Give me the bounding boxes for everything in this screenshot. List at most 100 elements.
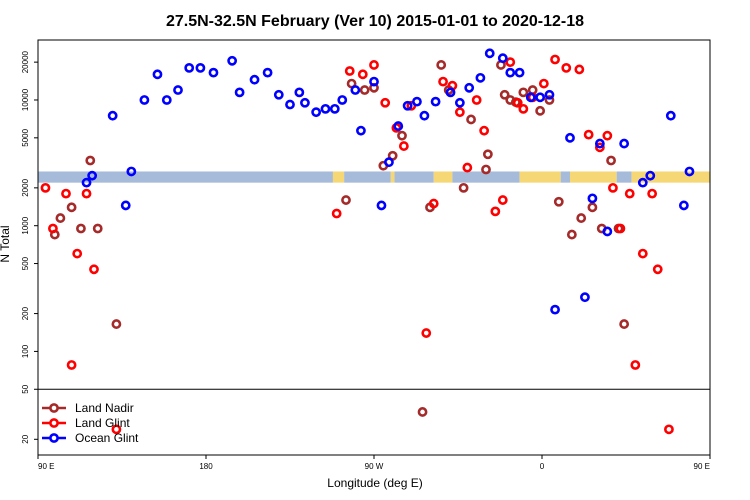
data-point bbox=[380, 97, 391, 108]
data-point bbox=[574, 64, 585, 75]
data-point bbox=[606, 155, 616, 166]
data-point bbox=[359, 85, 370, 95]
data-point bbox=[482, 149, 493, 160]
data-point bbox=[81, 188, 92, 199]
data-point bbox=[262, 67, 273, 78]
y-tick-label: 20 bbox=[21, 434, 30, 443]
data-point bbox=[615, 223, 626, 234]
data-point bbox=[139, 95, 150, 105]
band-land bbox=[631, 171, 710, 183]
data-point bbox=[544, 89, 555, 100]
data-point bbox=[393, 121, 404, 131]
data-point bbox=[152, 69, 163, 80]
series-land-nadir bbox=[49, 60, 630, 417]
data-point bbox=[553, 196, 564, 207]
data-point bbox=[647, 188, 658, 199]
y-tick-label: 50 bbox=[21, 384, 30, 393]
data-point bbox=[580, 292, 590, 303]
data-point bbox=[525, 92, 536, 103]
data-point bbox=[384, 157, 394, 168]
band-land bbox=[433, 171, 453, 183]
data-point bbox=[337, 95, 348, 105]
data-point bbox=[369, 60, 379, 70]
y-axis: 20 50 100 200 500 1000 2000 5000 10000 20000 bbox=[21, 50, 38, 444]
data-point bbox=[608, 182, 618, 193]
data-point bbox=[376, 200, 387, 211]
data-point bbox=[565, 132, 575, 143]
band-ocean bbox=[394, 171, 434, 183]
data-point bbox=[535, 105, 546, 116]
data-point bbox=[249, 74, 260, 85]
y-axis-label: N Total bbox=[0, 225, 12, 262]
data-point bbox=[464, 82, 475, 93]
y-tick-label: 200 bbox=[21, 306, 30, 320]
data-point bbox=[369, 76, 379, 87]
band-land bbox=[332, 171, 345, 183]
data-point bbox=[436, 60, 447, 70]
data-point bbox=[576, 213, 587, 223]
data-point bbox=[300, 97, 310, 108]
data-point bbox=[357, 69, 368, 80]
data-point bbox=[40, 182, 51, 193]
data-point bbox=[111, 424, 122, 435]
data-point bbox=[344, 66, 355, 76]
data-point bbox=[479, 125, 490, 136]
data-point bbox=[664, 424, 674, 435]
data-point bbox=[329, 103, 340, 114]
data-point bbox=[471, 95, 482, 105]
x-tick-label: 90 E bbox=[38, 462, 54, 471]
data-point bbox=[417, 407, 428, 417]
y-tick-label: 20000 bbox=[21, 50, 30, 73]
data-point bbox=[92, 223, 103, 234]
data-point bbox=[550, 304, 560, 315]
y-tick-label: 5000 bbox=[21, 128, 30, 146]
data-point bbox=[87, 170, 98, 181]
data-point bbox=[421, 328, 432, 338]
data-point bbox=[445, 87, 456, 98]
plot-frame bbox=[37, 39, 711, 456]
data-point bbox=[234, 87, 245, 98]
data-point bbox=[602, 226, 613, 237]
data-point bbox=[454, 107, 465, 118]
data-point bbox=[273, 89, 284, 100]
data-point bbox=[587, 202, 598, 213]
data-point bbox=[587, 193, 598, 204]
data-point bbox=[645, 170, 656, 181]
data-point bbox=[311, 107, 322, 118]
data-point bbox=[475, 72, 486, 83]
data-point bbox=[561, 62, 572, 73]
data-point bbox=[227, 55, 238, 66]
data-point bbox=[208, 67, 219, 78]
data-point bbox=[538, 78, 549, 89]
data-point bbox=[518, 103, 529, 114]
band-ocean bbox=[344, 171, 391, 183]
legend-label: Land Nadir bbox=[75, 401, 134, 415]
data-point bbox=[428, 198, 439, 209]
data-point bbox=[430, 96, 441, 107]
data-point bbox=[484, 48, 495, 59]
data-point bbox=[89, 264, 99, 275]
x-axis-label: Longitude (deg E) bbox=[327, 476, 422, 490]
data-point bbox=[454, 97, 465, 108]
data-point bbox=[72, 248, 83, 259]
legend-marker bbox=[49, 403, 59, 413]
data-point bbox=[55, 213, 66, 223]
data-point bbox=[497, 195, 508, 205]
band-land bbox=[570, 171, 617, 183]
legend-label: Land Glint bbox=[75, 416, 130, 430]
data-points bbox=[40, 48, 695, 435]
data-point bbox=[566, 229, 577, 240]
x-axis: 90 E 180 90 W 0 90 E bbox=[37, 455, 711, 471]
data-point bbox=[518, 87, 529, 98]
y-tick-label: 1000 bbox=[21, 216, 30, 234]
x-tick-label: 90 W bbox=[365, 462, 384, 471]
band-land bbox=[519, 171, 561, 183]
chart-title: 27.5N-32.5N February (Ver 10) 2015-01-01… bbox=[166, 13, 584, 30]
series-ocean-glint bbox=[81, 48, 695, 315]
data-point bbox=[499, 89, 510, 100]
data-point bbox=[356, 125, 366, 136]
data-point bbox=[652, 264, 663, 275]
band-ocean bbox=[452, 171, 520, 183]
data-point bbox=[624, 188, 635, 199]
data-point bbox=[665, 110, 676, 121]
